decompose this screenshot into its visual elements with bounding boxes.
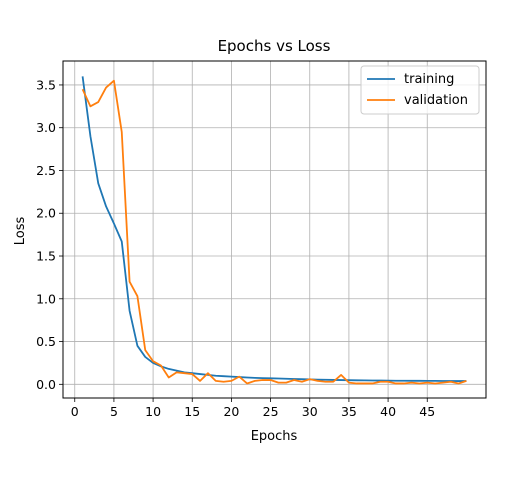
- x-axis-label: Epochs: [251, 429, 298, 444]
- chart-title: Epochs vs Loss: [218, 37, 331, 55]
- legend-validation-label: validation: [404, 93, 468, 108]
- legend-training-label: training: [404, 72, 454, 87]
- x-tick-label: 30: [302, 404, 318, 419]
- y-tick-label: 0.5: [36, 334, 56, 349]
- y-tick-label: 3.0: [36, 120, 56, 135]
- x-tick-label: 25: [263, 404, 279, 419]
- x-tick-label: 35: [341, 404, 357, 419]
- y-tick-label: 1.5: [36, 249, 56, 264]
- y-tick-label: 0.0: [36, 377, 56, 392]
- y-axis-label: Loss: [13, 217, 28, 246]
- training-line: [81, 76, 467, 382]
- axis-ticks: 0 5 10 15 20 25 30 35 40 45 0.0 0.5 1.0 1.5 2.0 2.5 3.0 3…: [36, 77, 435, 419]
- y-tick-label: 1.0: [36, 291, 56, 306]
- series-layer: [81, 76, 467, 385]
- x-tick-label: 20: [223, 404, 239, 419]
- x-tick-label: 45: [419, 404, 435, 419]
- x-tick-label: 0: [71, 404, 79, 419]
- y-tick-label: 2.0: [36, 206, 56, 221]
- x-tick-label: 10: [145, 404, 161, 419]
- x-tick-label: 40: [380, 404, 396, 419]
- legend: training validation: [360, 65, 480, 115]
- validation-line: [81, 79, 467, 385]
- y-tick-label: 2.5: [36, 163, 56, 178]
- legend-box: [360, 65, 480, 115]
- x-tick-label: 5: [110, 404, 118, 419]
- grid: [63, 61, 486, 398]
- plot-frame: [62, 60, 487, 399]
- x-tick-label: 15: [184, 404, 200, 419]
- y-tick-label: 3.5: [36, 77, 56, 92]
